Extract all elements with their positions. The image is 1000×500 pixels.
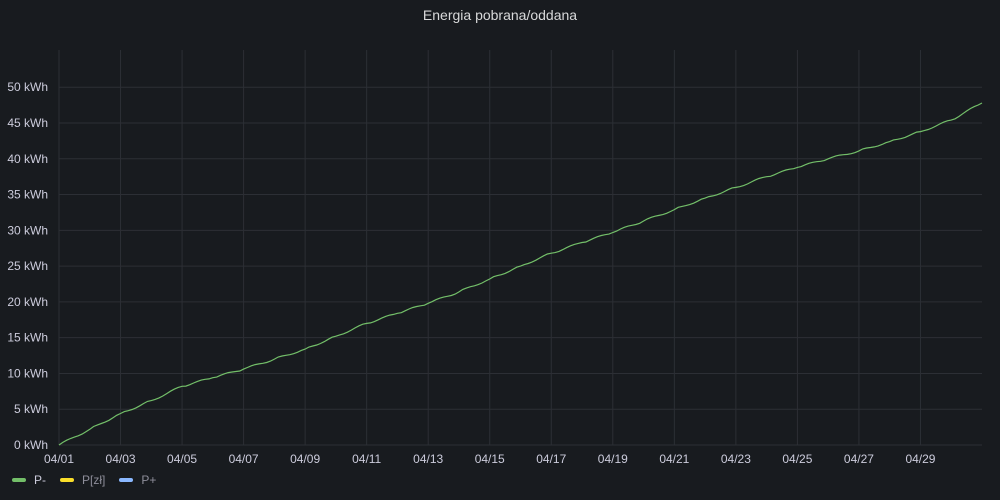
x-tick-label: 04/23 [721,452,751,466]
x-tick-label: 04/09 [290,452,320,466]
y-tick-label: 30 kWh [7,223,48,237]
y-tick-label: 5 kWh [14,402,48,416]
legend-swatch [12,478,26,482]
legend: P- P[zł] P+ [12,472,156,488]
series-lines [58,102,983,446]
y-tick-label: 50 kWh [7,80,48,94]
x-tick-label: 04/05 [167,452,197,466]
y-tick-label: 45 kWh [7,116,48,130]
legend-item[interactable]: P+ [119,473,156,487]
legend-label: P- [34,473,46,487]
x-tick-label: 04/15 [475,452,505,466]
legend-swatch [119,478,134,482]
x-tick-label: 04/25 [782,452,812,466]
y-tick-label: 35 kWh [7,188,48,202]
grid [58,50,982,446]
y-axis: 0 kWh 5 kWh 10 kWh 15 kWh 20 kWh 25 kWh 30 kWh… [7,80,48,452]
x-tick-label: 04/17 [536,452,566,466]
legend-label: P+ [141,473,157,487]
panel-title: Energia pobrana/oddana [422,7,578,23]
y-tick-label: 25 kWh [7,259,48,273]
x-tick-label: 04/01 [44,452,74,466]
y-tick-label: 15 kWh [7,331,48,345]
x-tick-label: 04/13 [413,452,443,466]
legend-item[interactable]: P- [12,473,46,487]
y-tick-label: 20 kWh [7,295,48,309]
legend-swatch [60,478,74,482]
y-tick-label: 10 kWh [7,366,48,380]
y-tick-label: 40 kWh [7,152,48,166]
x-tick-label: 04/11 [352,452,381,466]
x-tick-label: 04/29 [905,452,935,466]
x-tick-label: 04/21 [659,452,689,466]
series-line-0 [58,102,983,446]
x-tick-label: 04/27 [844,452,874,466]
x-tick-label: 04/03 [106,452,136,466]
x-tick-label: 04/19 [598,452,628,466]
x-tick-label: 04/07 [229,452,259,466]
x-axis: 04/01 04/03 04/05 04/07 04/09 04/11 04/13 04/15… [44,452,936,466]
legend-item[interactable]: P[zł] [60,473,105,487]
legend-label: P[zł] [82,473,106,487]
y-tick-label: 0 kWh [14,438,48,452]
